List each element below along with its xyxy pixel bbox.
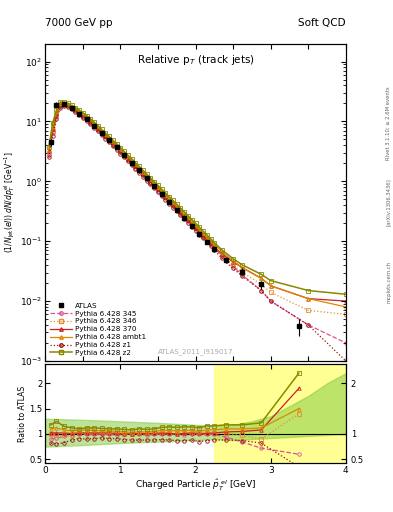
- Text: 7000 GeV pp: 7000 GeV pp: [45, 18, 113, 28]
- Text: ATLAS_2011_I919017: ATLAS_2011_I919017: [158, 348, 233, 355]
- Legend: ATLAS, Pythia 6.428 345, Pythia 6.428 346, Pythia 6.428 370, Pythia 6.428 ambt1,: ATLAS, Pythia 6.428 345, Pythia 6.428 34…: [48, 300, 149, 359]
- Text: mcplots.cern.ch: mcplots.cern.ch: [386, 261, 391, 303]
- Text: [arXiv:1306.3436]: [arXiv:1306.3436]: [386, 178, 391, 226]
- Text: Relative p$_T$ (track jets): Relative p$_T$ (track jets): [136, 53, 255, 67]
- Y-axis label: Ratio to ATLAS: Ratio to ATLAS: [18, 386, 26, 441]
- X-axis label: Charged Particle $\hat{p}_T^{\ el}$ [GeV]: Charged Particle $\hat{p}_T^{\ el}$ [GeV…: [135, 478, 256, 493]
- Y-axis label: $(1/N_\mathrm{jet}(el))\,dN/dp^\mathrm{el}_T\;[\mathrm{GeV}^{-1}]$: $(1/N_\mathrm{jet}(el))\,dN/dp^\mathrm{e…: [3, 152, 17, 253]
- Text: Rivet 3.1.10; ≥ 2.6M events: Rivet 3.1.10; ≥ 2.6M events: [386, 86, 391, 160]
- Text: Soft QCD: Soft QCD: [298, 18, 346, 28]
